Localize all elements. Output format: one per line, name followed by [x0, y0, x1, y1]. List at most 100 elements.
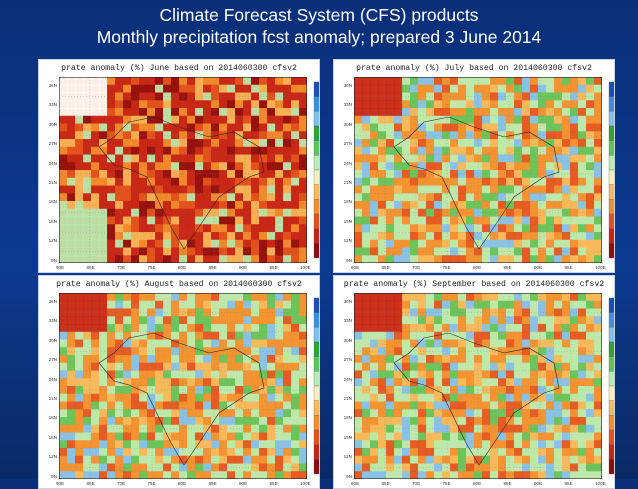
- lat-tick-label: 33N: [48, 102, 57, 108]
- colorbar-swatch: [608, 111, 614, 127]
- lon-tick-label: 65E: [86, 265, 95, 270]
- colorbar-swatch: [313, 96, 319, 112]
- lon-tick-label: 95E: [269, 481, 278, 486]
- colorbar-swatch: [608, 140, 614, 156]
- lon-tick-label: 60E: [351, 481, 360, 486]
- lat-tick-label: 12N: [48, 454, 57, 460]
- colorbar-swatch: [608, 169, 614, 185]
- colorbar-swatch: [608, 312, 614, 328]
- colorbar-swatch: [608, 155, 614, 171]
- lon-tick-label: 85E: [208, 481, 217, 486]
- lat-tick-label: 30N: [48, 337, 57, 343]
- lat-tick-label: 27N: [343, 141, 352, 147]
- lat-tick-label: 15N: [343, 434, 352, 440]
- lon-tick-label: 65E: [381, 265, 390, 270]
- colorbar-swatch: [608, 444, 614, 460]
- colorbar-swatch: [313, 341, 319, 357]
- lon-tick-label: 95E: [564, 265, 573, 270]
- panel-august-title: prate anomaly (%) August based on 201406…: [56, 280, 302, 289]
- colorbar-swatch: [608, 429, 614, 445]
- lon-tick-label: 60E: [56, 265, 65, 270]
- lat-axis: 36N 33N 30N 27N 24N 21N 18N 15N 12N 9N: [39, 77, 59, 263]
- lat-tick-label: 18N: [48, 415, 57, 421]
- lat-tick-label: 33N: [343, 102, 352, 108]
- lat-tick-label: 12N: [343, 238, 352, 244]
- lat-tick-label: 9N: [346, 257, 352, 263]
- lat-axis: 36N 33N 30N 27N 24N 21N 18N 15N 12N 9N: [39, 293, 59, 479]
- colorbar-swatch: [608, 415, 614, 431]
- colorbar-swatch: [608, 96, 614, 112]
- coastline-outline: [98, 332, 265, 466]
- lat-tick-label: 36N: [48, 299, 57, 304]
- lat-tick-label: 21N: [48, 396, 57, 401]
- colorbar-swatch: [608, 327, 614, 343]
- lat-tick-label: 21N: [48, 180, 57, 185]
- lon-tick-label: 70E: [412, 481, 421, 486]
- colorbar-swatch: [313, 140, 319, 156]
- lon-tick-label: 60E: [56, 481, 65, 486]
- slide-title-line-2: Monthly precipitation fcst anomaly; prep…: [96, 27, 542, 47]
- lon-tick-label: 90E: [534, 481, 543, 486]
- panel-grid: prate anomaly (%) June based on 20140603…: [38, 59, 615, 489]
- anomaly-map-september: [354, 293, 602, 479]
- colorbar-swatch: [313, 312, 319, 328]
- lon-tick-label: 90E: [239, 265, 248, 270]
- panel-june-title: prate anomaly (%) June based on 20140603…: [61, 64, 297, 73]
- coastline-outline: [393, 116, 560, 250]
- colorbar-swatch: [608, 243, 614, 259]
- lon-tick-label: 90E: [534, 265, 543, 270]
- lat-tick-label: 30N: [343, 337, 352, 343]
- colorbar-swatch: [608, 400, 614, 416]
- lat-tick-label: 27N: [343, 357, 352, 363]
- anomaly-map-june: [59, 77, 307, 263]
- lat-tick-label: 33N: [48, 318, 57, 324]
- lon-tick-label: 70E: [117, 481, 126, 486]
- colorbar-swatch: [313, 415, 319, 431]
- lon-tick-label: 85E: [503, 481, 512, 486]
- lat-tick-label: 33N: [343, 318, 352, 324]
- colorbar-swatch: [313, 459, 319, 475]
- lat-tick-label: 18N: [343, 415, 352, 421]
- lat-tick-label: 15N: [343, 218, 352, 224]
- lon-axis: 60E 65E 70E 75E 80E 85E 90E 95E 100E: [56, 264, 311, 272]
- lon-tick-label: 65E: [381, 481, 390, 486]
- lon-tick-label: 85E: [503, 265, 512, 270]
- anomaly-map-july: [354, 77, 602, 263]
- colorbar-swatch: [313, 400, 319, 416]
- lon-tick-label: 80E: [473, 481, 482, 486]
- lon-tick-label: 65E: [86, 481, 95, 486]
- lon-tick-label: 75E: [442, 265, 451, 270]
- colorbar-swatch: [313, 169, 319, 185]
- colorbar-swatch: [313, 111, 319, 127]
- coastline-outline: [393, 332, 560, 466]
- lat-tick-label: 36N: [343, 83, 352, 88]
- lon-tick-label: 95E: [564, 481, 573, 486]
- lat-tick-label: 9N: [51, 473, 57, 479]
- lon-tick-label: 100E: [300, 265, 311, 270]
- colorbar-swatch: [313, 243, 319, 259]
- lon-tick-label: 100E: [595, 481, 606, 486]
- colorbar-swatch: [313, 327, 319, 343]
- lat-tick-label: 30N: [343, 121, 352, 127]
- slide-title: Climate Forecast System (CFS) products M…: [0, 4, 638, 48]
- colorbar-swatch: [608, 371, 614, 387]
- panel-july: prate anomaly (%) July based on 20140603…: [333, 59, 615, 273]
- lon-tick-label: 100E: [300, 481, 311, 486]
- lat-tick-label: 18N: [48, 199, 57, 205]
- colorbar-swatch: [608, 199, 614, 215]
- lat-tick-label: 15N: [48, 218, 57, 224]
- colorbar-swatch: [313, 199, 319, 215]
- lon-tick-label: 80E: [178, 265, 187, 270]
- colorbar-swatch: [313, 155, 319, 171]
- lat-tick-label: 15N: [48, 434, 57, 440]
- lon-axis: 60E 65E 70E 75E 80E 85E 90E 95E 100E: [351, 480, 606, 488]
- lat-tick-label: 30N: [48, 121, 57, 127]
- colorbar-swatch: [313, 228, 319, 244]
- colorbar-swatch: [608, 341, 614, 357]
- panel-july-title: prate anomaly (%) July based on 20140603…: [356, 64, 592, 73]
- lat-tick-label: 36N: [48, 83, 57, 88]
- slide-title-line-1: Climate Forecast System (CFS) products: [159, 5, 479, 25]
